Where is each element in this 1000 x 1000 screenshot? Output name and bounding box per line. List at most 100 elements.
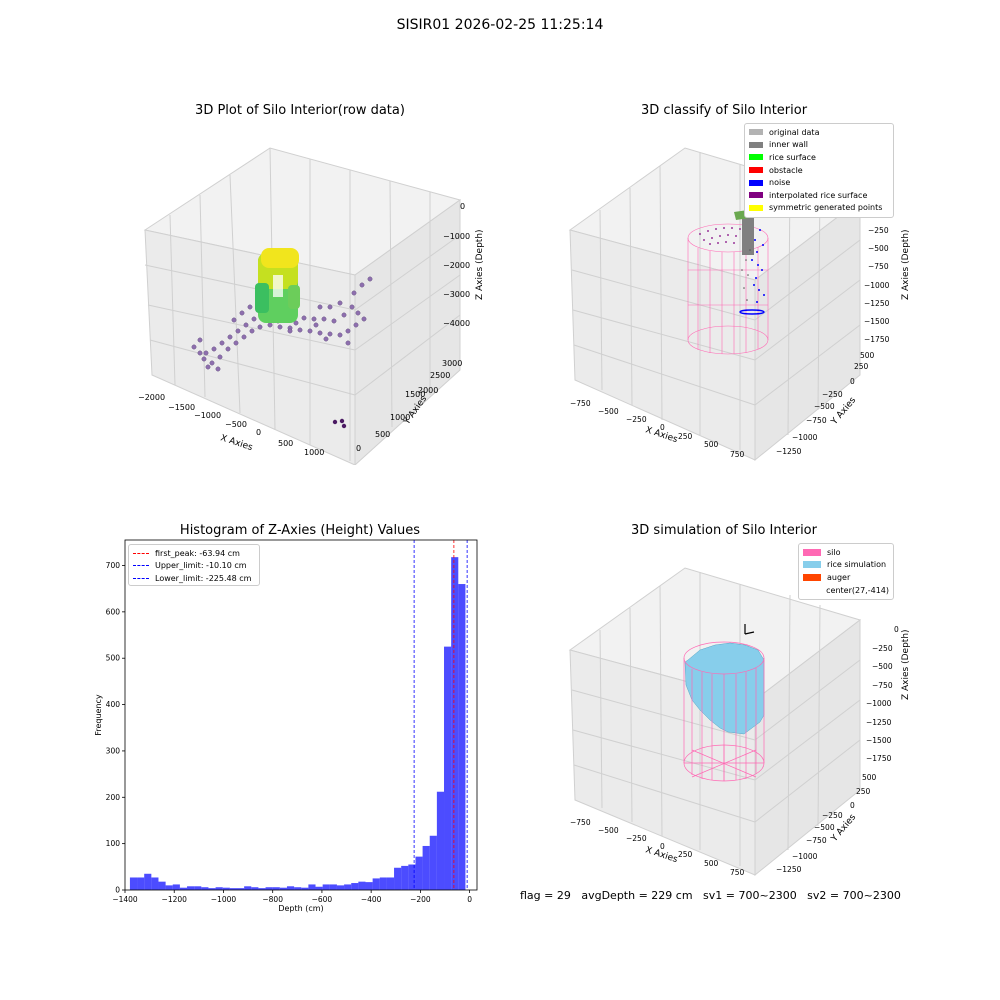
svg-text:−250: −250 — [626, 415, 647, 424]
svg-text:0: 0 — [460, 202, 465, 211]
classify-legend-swatch — [749, 167, 763, 174]
histogram-x-tick-label: −1400 — [112, 895, 138, 904]
histogram-bar — [165, 885, 173, 890]
svg-text:−750: −750 — [806, 836, 827, 845]
simulation-legend: silo rice simulation auger center(27,-414) — [798, 543, 894, 600]
raw-x-axis-label: X Axies — [219, 433, 254, 453]
svg-text:−500: −500 — [872, 662, 893, 671]
simulation-3d-axes-panes — [568, 567, 862, 877]
histogram-bar — [201, 887, 209, 890]
classify-inner-wall — [742, 215, 754, 255]
histogram-x-tick-label: −1200 — [162, 895, 188, 904]
svg-text:−1500: −1500 — [168, 403, 195, 412]
svg-text:250: 250 — [678, 850, 693, 859]
classify-z-axis-label: Z Axies (Depth) — [901, 229, 910, 300]
svg-text:−750: −750 — [570, 818, 591, 827]
svg-text:500: 500 — [704, 440, 719, 449]
svg-text:−500: −500 — [814, 823, 835, 832]
classify-legend-label: symmetric generated points — [769, 203, 883, 213]
svg-text:500: 500 — [862, 773, 877, 782]
histogram-bar — [344, 884, 352, 890]
histogram-x-tick-label: −200 — [410, 895, 431, 904]
histogram-y-tick-label: 500 — [106, 654, 121, 663]
classify-legend-item: original data — [749, 126, 889, 139]
classify-legend-label: interpolated rice surface — [769, 190, 868, 200]
histogram-bar — [408, 864, 416, 890]
histogram-title: Histogram of Z-Axies (Height) Values — [179, 523, 421, 538]
raw-outlier-points — [332, 418, 347, 429]
histogram-legend-swatch — [133, 552, 149, 554]
classify-legend-label: inner wall — [769, 140, 809, 150]
histogram-x-tick-label: −400 — [361, 895, 382, 904]
histogram-y-tick-label: 300 — [106, 746, 121, 755]
histogram-bar — [158, 881, 166, 890]
histogram-frame — [124, 539, 478, 891]
svg-text:−3000: −3000 — [443, 290, 470, 299]
histogram-legend-swatch — [133, 577, 149, 579]
svg-text:250: 250 — [854, 362, 869, 371]
svg-text:0: 0 — [850, 377, 855, 386]
histogram-bar — [394, 867, 402, 890]
histogram-bar — [294, 887, 302, 890]
svg-text:−1500: −1500 — [866, 736, 892, 745]
histogram-bar — [358, 881, 366, 890]
histogram-x-tick-label: −600 — [312, 895, 333, 904]
svg-text:−500: −500 — [598, 826, 619, 835]
histogram-bar — [229, 888, 237, 890]
histogram-y-tick-label: 700 — [106, 561, 121, 570]
histogram-bar — [372, 878, 380, 890]
histogram-bar — [144, 873, 152, 890]
simulation-legend-item: center(27,-414) — [803, 584, 889, 597]
classify-original-points — [741, 249, 751, 301]
histogram-legend-label: Upper_limit: -10.10 cm — [155, 561, 247, 571]
svg-text:−1750: −1750 — [866, 754, 892, 763]
histogram-y-tick-label: 100 — [106, 839, 121, 848]
histogram-bar — [258, 888, 266, 890]
histogram-legend-swatch — [133, 565, 149, 567]
histogram-bar — [422, 845, 430, 890]
svg-text:−1000: −1000 — [792, 433, 818, 442]
histogram-bar — [179, 887, 188, 890]
histogram-bar — [315, 886, 323, 890]
svg-text:−1250: −1250 — [864, 299, 890, 308]
raw-z-axis-label: Z Axies (Depth) — [475, 229, 485, 300]
histogram-bar — [286, 886, 295, 890]
svg-text:250: 250 — [856, 787, 871, 796]
histogram-y-ticks: 0 100 200 300 400 500 600 700 — [106, 561, 125, 895]
classify-legend-swatch — [749, 204, 763, 211]
classify-y-axis-label: Y Axies — [829, 395, 858, 427]
svg-text:3000: 3000 — [442, 359, 462, 368]
svg-text:0: 0 — [894, 625, 899, 634]
histogram-bar — [215, 887, 223, 890]
simulation-legend-swatch — [803, 561, 821, 569]
histogram-legend-label: first_peak: -63.94 cm — [155, 548, 240, 558]
svg-text:0: 0 — [356, 444, 361, 453]
histogram-bar — [237, 888, 245, 890]
svg-text:−750: −750 — [570, 399, 591, 408]
svg-text:−750: −750 — [868, 262, 889, 271]
histogram-bar — [172, 884, 180, 890]
histogram-bar — [187, 886, 195, 890]
classify-legend-swatch — [749, 179, 763, 186]
svg-text:2500: 2500 — [430, 371, 450, 380]
classify-legend-label: obstacle — [769, 165, 803, 175]
svg-text:−750: −750 — [806, 416, 827, 425]
svg-text:1000: 1000 — [304, 448, 324, 457]
svg-text:500: 500 — [375, 430, 390, 439]
simulation-legend-swatch — [803, 573, 821, 581]
simulation-legend-swatch — [803, 548, 821, 556]
histogram-vlines — [413, 540, 468, 890]
classify-legend-item: symmetric generated points — [749, 202, 889, 215]
raw-colored-columns — [255, 248, 300, 323]
classify-legend-item: obstacle — [749, 164, 889, 177]
histogram-x-tick-label: 0 — [467, 895, 472, 904]
svg-text:−500: −500 — [814, 402, 835, 411]
classify-legend-label: original data — [769, 127, 820, 137]
histogram-x-tick-label: −800 — [262, 895, 283, 904]
simulation-legend-label: auger — [827, 572, 851, 582]
simulation-legend-item: silo — [803, 546, 889, 559]
simulation-legend-label: center(27,-414) — [826, 585, 889, 595]
svg-text:−1250: −1250 — [776, 865, 802, 874]
